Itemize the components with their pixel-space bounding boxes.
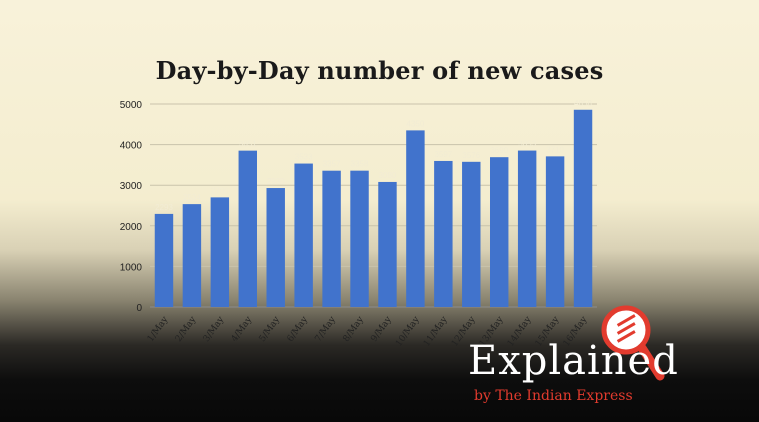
x-tick-label: 3/May: [202, 314, 227, 344]
data-label: 3358: [351, 160, 369, 169]
data-label: 3357: [323, 160, 341, 169]
y-tick-label: 4000: [120, 141, 143, 152]
bar: [406, 130, 425, 307]
data-label: 2534: [183, 193, 201, 202]
bar: [294, 163, 313, 307]
y-tick-label: 2000: [120, 222, 143, 233]
data-label: 2700: [211, 186, 229, 195]
data-label: 3080: [379, 171, 397, 180]
bar: [238, 150, 258, 307]
bar: [517, 150, 537, 307]
data-label: 4350: [407, 119, 425, 128]
x-tick-label: 9/May: [369, 314, 394, 344]
chart-title: Day-by-Day number of new cases: [155, 56, 604, 85]
x-tick-label: 2/May: [174, 314, 199, 344]
bar: [489, 157, 509, 307]
bar: [378, 181, 397, 307]
bar: [350, 170, 369, 307]
data-label: 2930: [267, 177, 285, 186]
x-tick-label: 11/May: [422, 314, 450, 348]
bar: [266, 188, 285, 307]
data-label: 3690: [490, 146, 508, 155]
data-label: 3851: [239, 140, 257, 149]
data-label: 4858: [574, 99, 592, 108]
bar: [154, 213, 174, 307]
y-tick-label: 3000: [120, 181, 143, 192]
y-tick-label: 5000: [120, 100, 143, 111]
y-tick-label: 0: [136, 303, 142, 314]
explained-branding: Explained by The Indian Express: [468, 338, 738, 418]
x-tick-label: 5/May: [258, 314, 283, 344]
data-label: 3576: [462, 151, 480, 160]
bar: [210, 197, 230, 307]
bar: [434, 160, 453, 307]
data-label: 3597: [434, 150, 452, 159]
x-tick-label: 8/May: [341, 314, 366, 344]
y-tick-label: 1000: [120, 262, 143, 273]
data-label: 3710: [546, 145, 564, 154]
data-label: 3533: [295, 153, 313, 162]
x-tick-label: 1/May: [146, 314, 171, 344]
bar: [462, 161, 481, 307]
x-tick-label: 6/May: [286, 314, 311, 344]
data-label: 3853: [518, 140, 536, 149]
x-tick-label: 10/May: [394, 314, 422, 348]
bar: [182, 204, 202, 307]
brand-word: Explained: [468, 338, 679, 384]
data-label: 2293: [155, 203, 173, 212]
brand-subtitle: by The Indian Express: [474, 388, 633, 404]
x-tick-label: 7/May: [314, 314, 339, 344]
bar: [322, 170, 341, 307]
x-tick-label: 4/May: [230, 314, 255, 344]
magnifier-logo-icon: [601, 305, 665, 381]
bar: [545, 156, 565, 307]
bar: [573, 109, 593, 307]
